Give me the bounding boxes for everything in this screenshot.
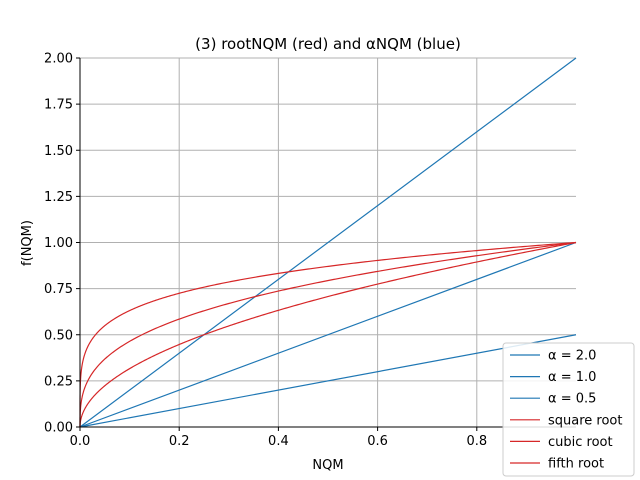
series-line-2 [79,334,577,428]
legend-label-0: α = 2.0 [548,349,596,364]
y-tick-label: 0.00 [44,421,73,436]
legend-label-2: α = 0.5 [548,392,596,407]
y-tick-label: 1.00 [44,236,73,251]
x-tick-label: 0.0 [70,434,91,449]
y-tick-label: 1.25 [44,190,73,205]
x-tick-label: 0.2 [169,434,190,449]
y-tick-label: 1.50 [44,144,73,159]
y-tick-label: 0.25 [44,374,73,389]
legend-label-5: fifth root [548,457,604,472]
legend-label-4: cubic root [548,435,613,450]
series-group [79,57,577,428]
legend-label-1: α = 1.0 [548,370,596,385]
x-axis-label: NQM [312,458,343,473]
series-line-3 [79,241,577,427]
ticks: 0.0 0.2 0.4 0.6 0.8 0.00 0.25 0.50 0.75 1.00 1.25 1… [44,52,487,450]
series-line-1 [79,241,577,428]
x-tick-label: 0.6 [367,434,388,449]
x-tick-label: 0.8 [466,434,487,449]
y-tick-label: 0.50 [44,328,73,343]
legend-label-3: square root [548,413,622,428]
y-axis-label: f(NQM) [20,220,35,266]
series-line-0 [79,57,577,428]
x-tick-label: 0.4 [268,434,289,449]
series-line-5 [79,241,577,427]
y-tick-label: 0.75 [44,282,73,297]
chart-title: (3) rootNQM (red) and αNQM (blue) [195,35,461,53]
y-tick-label: 2.00 [44,52,73,67]
y-tick-label: 1.75 [44,98,73,113]
legend: α = 2.0 α = 1.0 α = 0.5 square root cubic ro… [502,342,635,477]
series-line-4 [79,241,577,427]
